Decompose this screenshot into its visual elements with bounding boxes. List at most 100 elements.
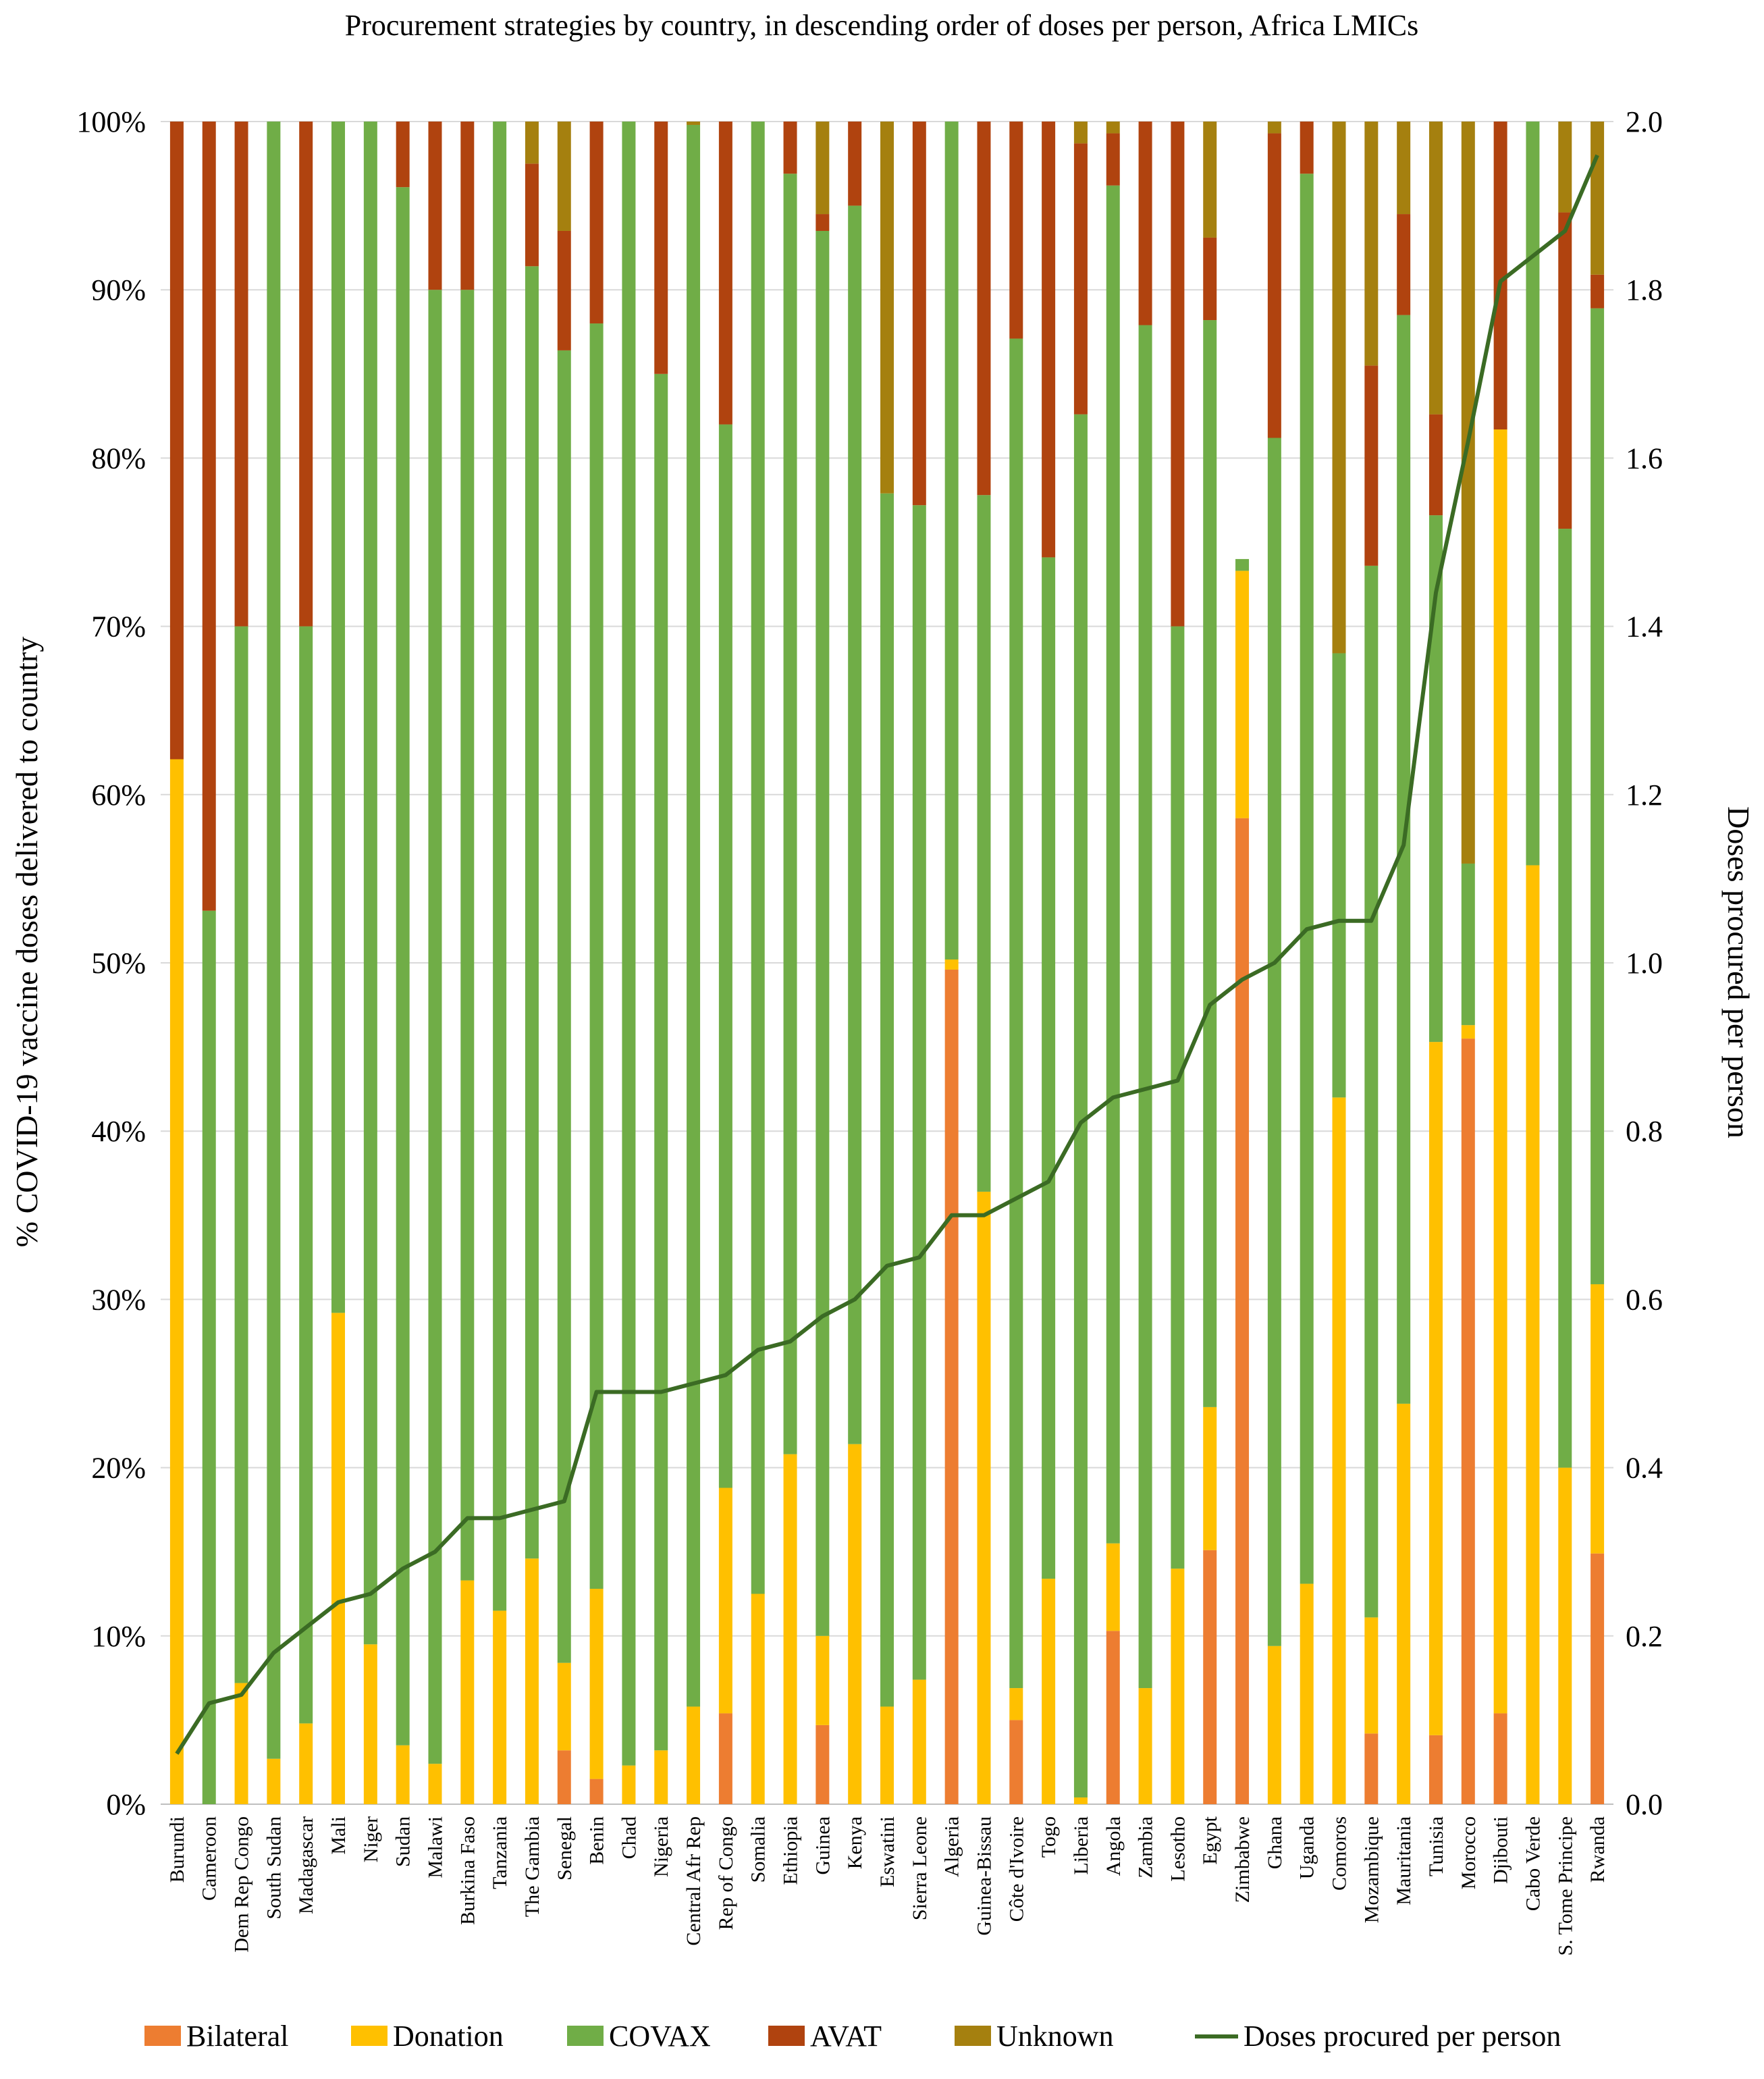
bar-segment-donation [396, 1745, 410, 1804]
x-tick-label: Chad [618, 1816, 640, 1859]
bar-segment-donation [1526, 865, 1540, 1804]
bar-segment-unknown [525, 122, 539, 164]
primary-y-axis: 0% 10% 20% 30% 40% 50% 60% 70% 80% 90% 100% [76, 105, 146, 1821]
bar-segment-covax [1073, 414, 1088, 1798]
x-tick-label: Mauritania [1393, 1816, 1415, 1905]
bar-segment-unknown [1332, 122, 1346, 654]
bar-segment-covax [783, 174, 797, 1454]
bar-stack-niger [363, 122, 377, 1804]
bar-segment-unknown [1267, 122, 1281, 134]
legend-label: COVAX [609, 2020, 711, 2053]
x-tick-label: Djibouti [1490, 1816, 1512, 1884]
bar-segment-donation [1591, 1284, 1605, 1554]
bar-segment-covax [1428, 515, 1443, 1043]
bar-stack-rwanda [1591, 122, 1605, 1804]
x-axis-category-labels: Burundi Cameroon Dem Rep Congo South Sudan M… [166, 1816, 1609, 1955]
x-tick-label: Somalia [747, 1816, 770, 1883]
legend-swatch [567, 2026, 604, 2046]
bar-segment-covax [880, 493, 894, 1707]
y2-tick-label: 2.0 [1626, 105, 1663, 138]
bar-segment-bilateral [1461, 1038, 1475, 1804]
x-tick-label: Guinea [811, 1816, 834, 1875]
bar-stack-nigeria [654, 122, 668, 1804]
bar-segment-donation [1397, 1403, 1411, 1804]
bar-segment-covax [1591, 308, 1605, 1284]
bar-segment-bilateral [816, 1725, 830, 1804]
bar-segment-covax [1461, 863, 1475, 1026]
bar-segment-donation [944, 959, 959, 970]
bar-segment-covax [1397, 315, 1411, 1404]
bar-stack-south-sudan [267, 122, 281, 1804]
bar-stack-cameroon [202, 122, 216, 1804]
x-tick-label: Cabo Verde [1522, 1816, 1544, 1911]
bar-segment-covax [1171, 626, 1185, 1569]
bar-segment-covax [622, 122, 636, 1766]
bar-segment-donation [977, 1191, 991, 1804]
bar-stack-egypt [1203, 122, 1217, 1804]
bar-segment-covax [1203, 320, 1217, 1407]
bar-stack-s-tome-principe [1558, 122, 1572, 1804]
bar-segment-avat [202, 122, 216, 911]
bar-segment-covax [654, 373, 668, 1751]
x-tick-label: Tanzania [489, 1816, 511, 1889]
bar-stack-senegal [557, 122, 571, 1804]
bar-stack-eswatini [880, 122, 894, 1804]
x-tick-label: Ethiopia [780, 1816, 802, 1885]
bar-segment-donation [1009, 1688, 1023, 1720]
bar-segment-donation [428, 1764, 442, 1804]
bar-segment-bilateral [1235, 818, 1250, 1804]
x-tick-label: Angola [1102, 1816, 1125, 1876]
bar-segment-donation [557, 1662, 571, 1751]
bar-segment-covax [718, 424, 732, 1488]
bar-stack-algeria [944, 122, 959, 1804]
legend-label: Donation [393, 2020, 504, 2053]
x-tick-label: Comoros [1329, 1816, 1351, 1891]
bar-segment-donation [848, 1444, 862, 1804]
bar-segment-donation [460, 1580, 475, 1804]
bar-segment-unknown [557, 122, 571, 231]
legend-item-doses-procured-per-person: Doses procured per person [1195, 2020, 1561, 2053]
bar-segment-bilateral [944, 969, 959, 1804]
bar-stack-uganda [1300, 122, 1314, 1804]
bar-segment-covax [234, 626, 248, 1683]
bar-segment-avat [1300, 122, 1314, 174]
bar-segment-donation [1558, 1467, 1572, 1804]
bar-segment-donation [880, 1706, 894, 1804]
bar-segment-covax [1300, 174, 1314, 1584]
bar-segment-bilateral [1009, 1720, 1023, 1804]
bar-segment-bilateral [1591, 1553, 1605, 1804]
x-tick-label: Malawi [425, 1816, 447, 1878]
bar-segment-unknown [816, 122, 830, 215]
bar-segment-unknown [1461, 122, 1475, 864]
bar-segment-covax [1235, 558, 1250, 571]
bar-segment-covax [1106, 185, 1120, 1544]
bar-segment-donation [718, 1488, 732, 1714]
legend-item-unknown: Unknown [955, 2020, 1114, 2053]
y-tick-label: 10% [91, 1620, 146, 1653]
bar-segment-avat [1428, 414, 1443, 516]
x-tick-label: Morocco [1458, 1816, 1480, 1889]
bar-segment-bilateral [1493, 1713, 1507, 1804]
bar-segment-avat [1009, 122, 1023, 339]
bar-segment-covax [1332, 653, 1346, 1098]
bar-segment-unknown [1364, 122, 1379, 366]
y-tick-label: 40% [91, 1115, 146, 1148]
x-tick-label: S. Tome Principe [1554, 1816, 1576, 1956]
bar-segment-avat [816, 214, 830, 231]
bar-segment-donation [299, 1723, 313, 1804]
bar-segment-avat [848, 122, 862, 206]
legend-item-covax: COVAX [567, 2020, 711, 2053]
bar-segment-donation [1042, 1579, 1056, 1804]
bar-segment-bilateral [1203, 1550, 1217, 1804]
legend-item-bilateral: Bilateral [144, 2020, 289, 2053]
y-tick-label: 70% [91, 610, 146, 643]
y-tick-label: 50% [91, 947, 146, 980]
x-tick-label: Uganda [1296, 1816, 1318, 1879]
legend-item-avat: AVAT [768, 2020, 882, 2053]
bar-stack-sierra-leone [912, 122, 926, 1804]
x-tick-label: Liberia [1070, 1816, 1092, 1875]
bar-segment-avat [234, 122, 248, 627]
y2-tick-label: 1.2 [1626, 779, 1663, 812]
x-tick-label: Algeria [941, 1816, 963, 1877]
